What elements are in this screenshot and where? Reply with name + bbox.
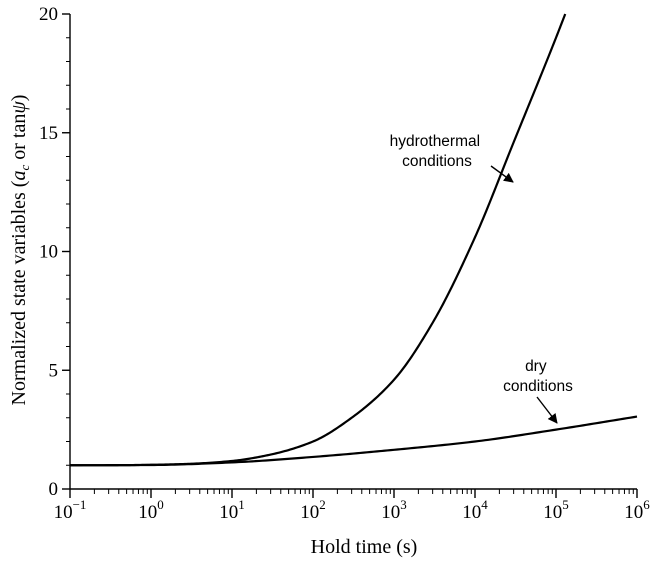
- x-axis-label: Hold time (s): [311, 536, 418, 558]
- dry-annotation-line2: conditions: [503, 378, 573, 395]
- y-axis-label-or: or tan: [8, 114, 30, 165]
- dry-series-line: [69, 415, 638, 467]
- dry-annotation-line1: dry: [525, 358, 547, 375]
- x-tick-label: 106: [624, 497, 650, 523]
- hydrothermal-arrow: [490, 165, 514, 183]
- y-axis-label-a: a: [8, 171, 30, 181]
- x-tick-label: 102: [300, 497, 326, 523]
- y-axis-label-subscript: c: [17, 165, 32, 171]
- x-tick-label: 101: [219, 497, 245, 523]
- y-axis-label-close: ): [8, 95, 30, 102]
- y-tick-label: 10: [39, 242, 58, 263]
- y-tick-label: 5: [49, 360, 59, 381]
- x-tick-label: 103: [381, 497, 407, 523]
- x-tick-label: 104: [462, 497, 488, 523]
- y-tick-label: 0: [49, 479, 59, 500]
- dry-arrow: [536, 396, 558, 424]
- hydrothermal-annotation-line2: conditions: [402, 153, 472, 170]
- x-tick-label: 105: [543, 497, 569, 523]
- y-tick-label: 15: [39, 123, 58, 144]
- y-axis-label: Normalized state variables (ac or tanψ): [8, 95, 32, 406]
- hydrothermal-series-line: [70, 13, 567, 467]
- y-axis-label-psi: ψ: [8, 101, 30, 114]
- hydrothermal-annotation-line1: hydrothermal: [390, 133, 480, 150]
- hydrothermal-annotation: hydrothermal conditions: [390, 133, 485, 170]
- y-tick-label: 20: [39, 4, 58, 25]
- y-axis-ticks: 0 5 10 15 20: [39, 4, 70, 500]
- plot-lines: [69, 13, 638, 467]
- x-axis-ticks: 10−1 100 101 102 103 104 105 106: [54, 489, 650, 523]
- x-tick-label: 10−1: [54, 497, 87, 523]
- dry-annotation: dry conditions: [503, 358, 573, 395]
- x-tick-label: 100: [138, 497, 164, 523]
- y-axis-label-main: Normalized state variables (: [8, 180, 30, 405]
